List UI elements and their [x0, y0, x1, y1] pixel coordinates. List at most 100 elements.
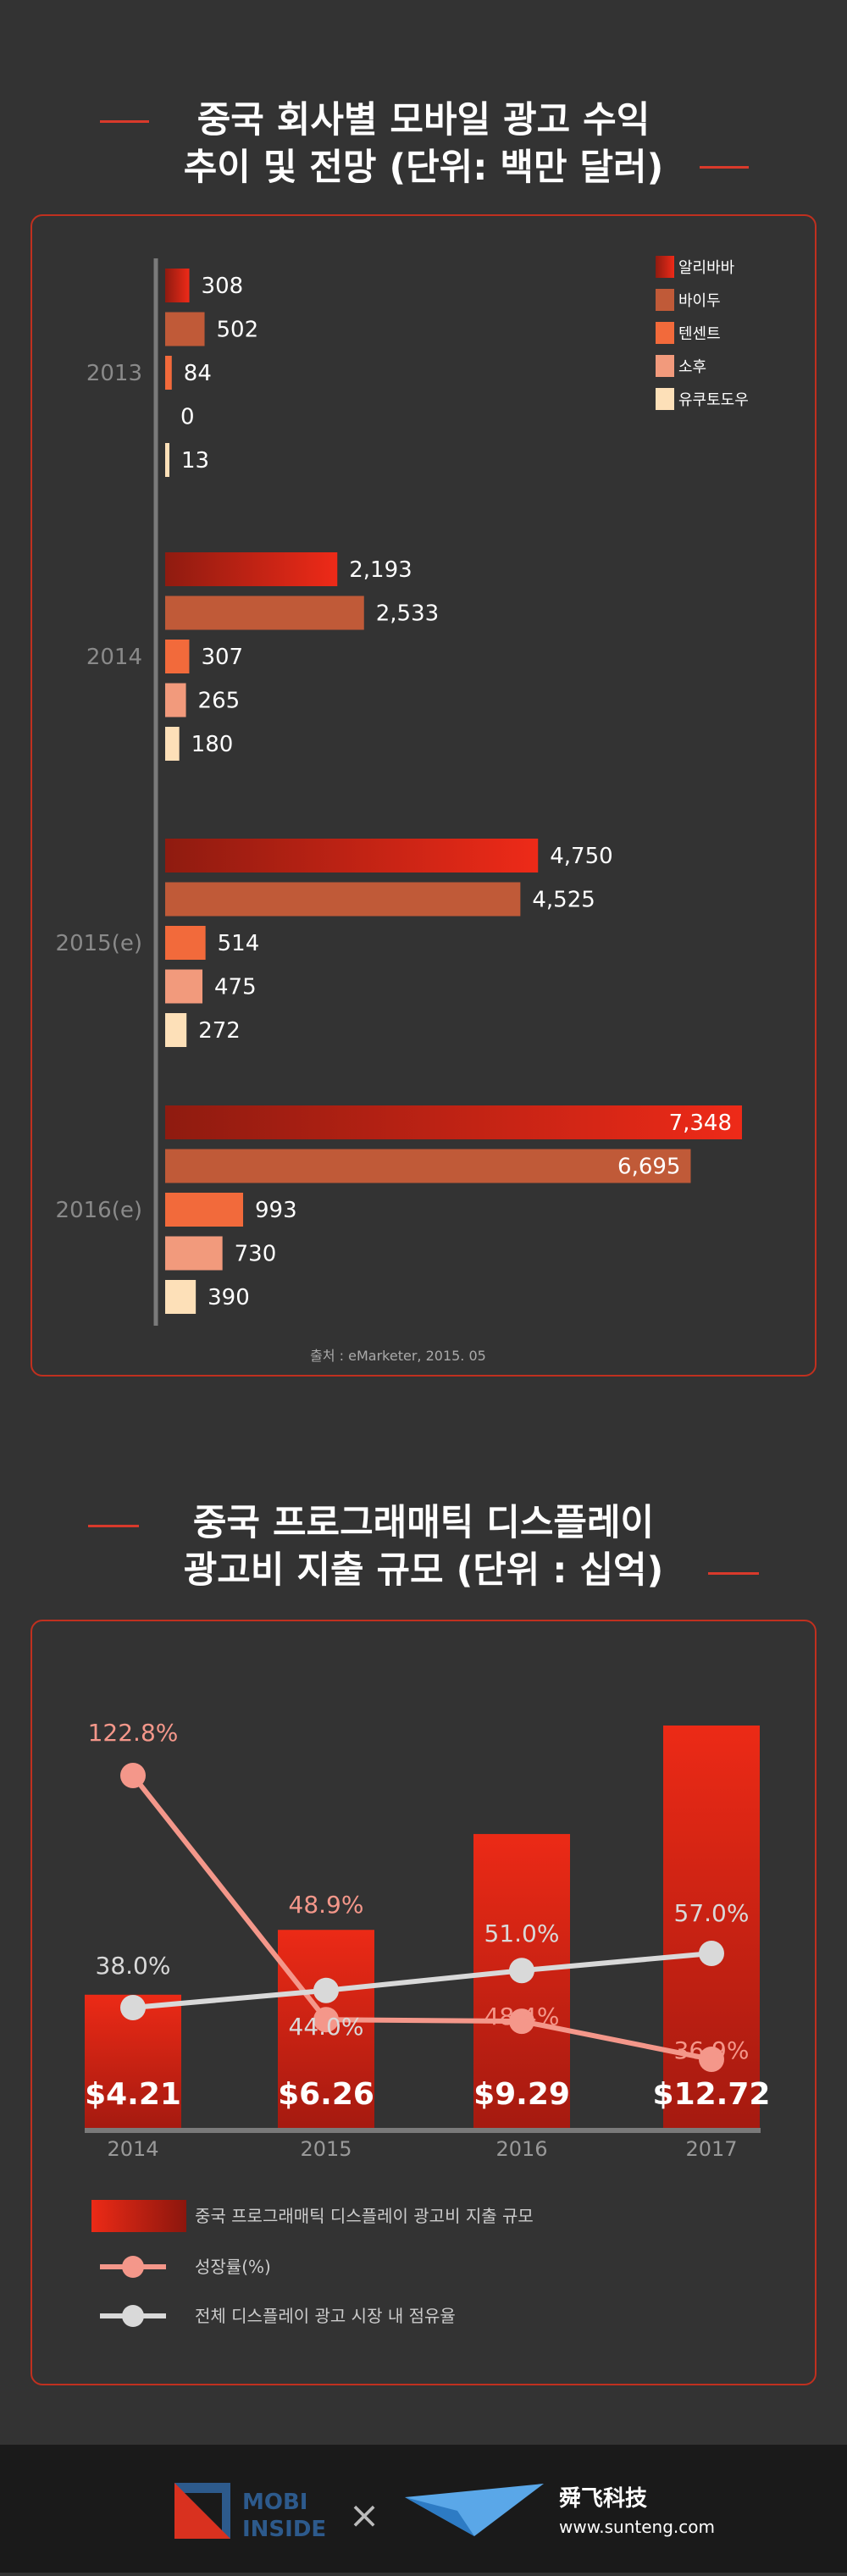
- chart2-share-label: 44.0%: [289, 2013, 364, 2041]
- chart1-bar: [165, 1193, 244, 1227]
- chart1-bar: [165, 1013, 187, 1047]
- chart2-growth-line: [130, 1774, 712, 2062]
- chart2-share-label: 38.0%: [96, 1952, 171, 1980]
- chart1-bar: [165, 882, 521, 917]
- partner-name-text: 舜飞科技: [559, 2485, 647, 2512]
- title-decoration-right-2: [708, 1572, 759, 1575]
- title-decoration-left-2: [88, 1525, 139, 1527]
- chart1-bar: [165, 839, 539, 873]
- title-decoration-left: [100, 120, 149, 123]
- chart1-bar: [165, 1280, 197, 1314]
- chart2-bar-value-label: $12.72: [653, 2077, 771, 2112]
- chart2-x-tick-label: 2017: [685, 2137, 737, 2161]
- chart1-bar: [165, 1236, 223, 1271]
- chart1-category-label: 2016(e): [56, 1198, 142, 1223]
- footer: MOBI INSIDE × 舜飞科技 www.sunteng.com: [0, 2445, 847, 2573]
- chart1-category-label: 2014: [86, 645, 142, 670]
- chart2-bar-value-label: $6.26: [278, 2077, 374, 2112]
- chart2-legend-bar-label: 중국 프로그래매틱 디스플레이 광고비 지출 규모: [195, 2206, 534, 2226]
- chart1-legend-swatch: [656, 289, 674, 311]
- chart1-bar: [165, 312, 205, 346]
- chart2-share-point: [313, 1977, 339, 2003]
- chart1-title: 중국 회사별 모바일 광고 수익 추이 및 전망 (단위: 백만 달러): [0, 97, 847, 191]
- chart1-value-label: 514: [218, 931, 260, 956]
- chart1-value-label: 308: [202, 274, 244, 299]
- chart1-value-label: 84: [184, 361, 212, 386]
- chart1-bar: [165, 269, 190, 302]
- chart1-value-label: 180: [191, 732, 234, 757]
- chart1-value-label: 13: [181, 448, 209, 474]
- chart1-value-label: 390: [208, 1285, 250, 1310]
- chart1-value-label: 993: [255, 1198, 297, 1223]
- title-decoration-right: [700, 166, 749, 169]
- times-icon: ×: [349, 2494, 380, 2537]
- chart1-bar: [165, 727, 180, 761]
- chart1-legend-label: 소후: [678, 358, 706, 376]
- chart1-title-line2: 추이 및 전망 (단위: 백만 달러): [183, 147, 664, 189]
- chart2-bar-value-label: $4.21: [85, 2077, 181, 2112]
- chart1-category-label: 2013: [86, 361, 142, 386]
- chart2-x-tick-label: 2016: [495, 2137, 547, 2161]
- chart1-bar: [165, 552, 338, 586]
- chart2-growth-point: [120, 1763, 146, 1788]
- chart1-legend-label: 텐센트: [678, 325, 721, 343]
- chart2-share-line: [132, 1951, 712, 2010]
- chart2-legend-share-dot: [122, 2305, 144, 2327]
- chart2-share-point: [699, 1941, 724, 1966]
- chart1-value-label: 2,193: [349, 557, 412, 583]
- chart1-value-label: 7,348: [669, 1111, 732, 1136]
- chart1-panel: [30, 214, 817, 1377]
- chart1-value-label: 265: [198, 689, 241, 714]
- chart1-legend-label: 유쿠토도우: [678, 391, 749, 409]
- chart1-legend-swatch: [656, 388, 674, 410]
- chart1-value-label: 475: [214, 975, 257, 1000]
- chart2-growth-point: [313, 2007, 339, 2033]
- chart1-legend-label: 알리바바: [678, 259, 735, 277]
- chart2-legend-growth-label: 성장률(%): [195, 2257, 271, 2277]
- partner-url-text: www.sunteng.com: [559, 2517, 715, 2537]
- chart2-growth-label: 48.4%: [484, 2003, 560, 2030]
- chart1-value-label: 272: [198, 1018, 241, 1044]
- chart1-source: 출처 : eMarketer, 2015. 05: [310, 1348, 486, 1364]
- chart2-panel: [30, 1620, 817, 2385]
- chart1-legend-label: 바이두: [678, 292, 721, 310]
- chart2-growth-label: 36.9%: [674, 2036, 750, 2064]
- footer-graphics: MOBI INSIDE × 舜飞科技 www.sunteng.com: [174, 2483, 715, 2542]
- chart2-title-line1: 중국 프로그래매틱 디스플레이: [192, 1502, 655, 1544]
- chart2-share-point: [509, 1958, 534, 1984]
- chart1-legend-swatch: [656, 256, 674, 278]
- chart1-bar: [165, 596, 364, 630]
- chart1-bar: [165, 969, 203, 1004]
- brand-top-text: MOBI: [242, 2490, 307, 2515]
- chart2-share-label: 51.0%: [484, 1920, 560, 1947]
- chart2-x-tick-label: 2014: [107, 2137, 158, 2161]
- chart1-value-label: 6,695: [617, 1155, 680, 1180]
- chart1-bar: [165, 443, 169, 477]
- chart2-bar-value-label: $9.29: [473, 2077, 570, 2112]
- chart1-value-label: 2,533: [376, 601, 439, 627]
- chart2-growth-label: 122.8%: [88, 1719, 179, 1747]
- chart1-value-label: 307: [201, 645, 243, 670]
- chart1-legend-swatch: [656, 322, 674, 344]
- chart2-x-tick-label: 2015: [300, 2137, 352, 2161]
- chart2-legend-share-label: 전체 디스플레이 광고 시장 내 점유율: [195, 2306, 456, 2326]
- chart1-value-label: 4,525: [532, 888, 595, 913]
- chart2-growth-label: 48.9%: [289, 1891, 364, 1919]
- brand-bottom-text: INSIDE: [242, 2517, 326, 2542]
- mobi-inside-logo-icon: [174, 2483, 230, 2539]
- chart1-bar: [165, 1149, 691, 1183]
- chart1-legend-swatch: [656, 355, 674, 377]
- chart2-legend-growth-dot: [122, 2256, 144, 2278]
- chart1-bar: [165, 1105, 742, 1139]
- chart2-growth-point: [699, 2047, 724, 2072]
- sunteng-logo-icon: [405, 2484, 544, 2536]
- chart1-bar: [165, 640, 190, 673]
- chart1-bar: [165, 683, 186, 717]
- chart2-title: 중국 프로그래매틱 디스플레이 광고비 지출 규모 (단위 : 십억): [0, 1499, 847, 1594]
- chart1-value-label: 4,750: [550, 844, 612, 869]
- chart1-title-line1: 중국 회사별 모바일 광고 수익: [197, 99, 650, 141]
- chart1-bar: [165, 356, 172, 390]
- chart2-legend-bar-swatch: [91, 2200, 186, 2232]
